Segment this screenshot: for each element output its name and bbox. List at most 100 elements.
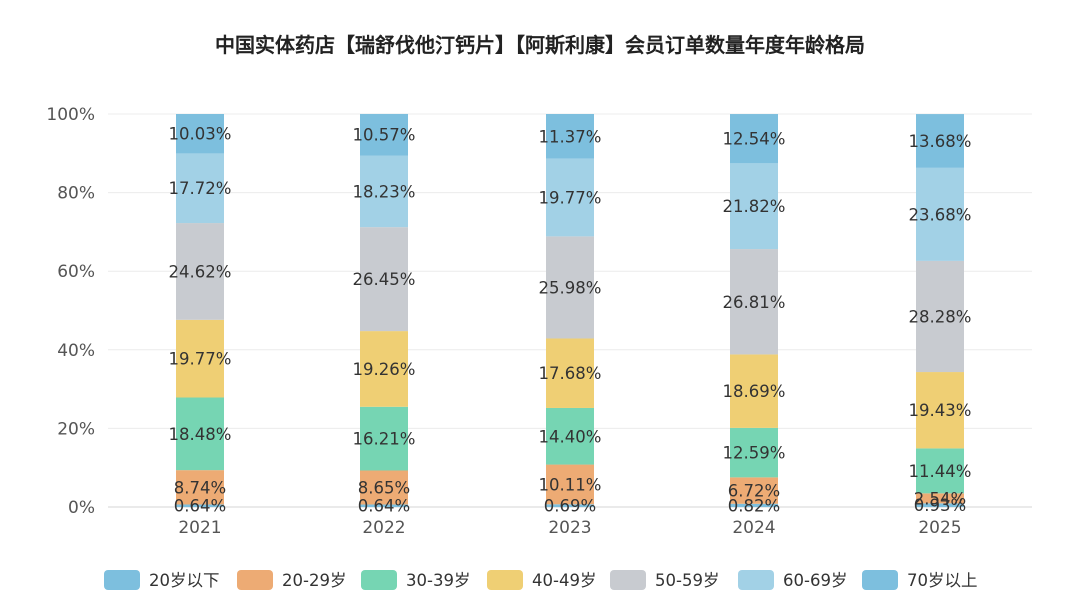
bar-segment — [546, 114, 594, 159]
segment-value-label: 23.68% — [909, 205, 972, 224]
legend-item[interactable]: 40-49岁 — [487, 570, 596, 590]
segment-value-label: 26.81% — [723, 293, 786, 312]
bar-segment — [730, 477, 778, 504]
segment-value-label: 14.40% — [539, 427, 602, 446]
bar-segment — [916, 503, 964, 507]
bar-segment — [546, 236, 594, 339]
x-tick-label: 2024 — [732, 518, 775, 538]
bar-segment — [546, 504, 594, 507]
segment-value-label: 12.59% — [723, 444, 786, 463]
legend-swatch — [738, 570, 774, 590]
segment-value-label: 19.77% — [539, 189, 602, 208]
bar-segment — [546, 338, 594, 408]
segment-value-label: 10.03% — [169, 125, 232, 144]
bar-segment — [916, 448, 964, 494]
legend-item[interactable]: 20岁以下 — [104, 570, 220, 590]
bar-segment — [546, 464, 594, 505]
bar-segment — [176, 504, 224, 507]
segment-value-label: 19.77% — [169, 350, 232, 369]
bar-segment — [916, 260, 964, 373]
legend-swatch — [361, 570, 397, 590]
legend-label: 60-69岁 — [783, 571, 847, 590]
bars — [176, 113, 964, 507]
legend-item[interactable]: 50-59岁 — [610, 570, 719, 590]
bar-segment — [360, 470, 408, 505]
segment-value-label: 16.21% — [353, 430, 416, 449]
bar-segment — [360, 406, 408, 471]
legend-label: 30-39岁 — [406, 571, 470, 590]
bar-segment — [546, 407, 594, 465]
legend-item[interactable]: 20-29岁 — [237, 570, 346, 590]
segment-value-label: 0.82% — [728, 496, 780, 515]
bar-segment — [360, 227, 408, 332]
bar-segment — [360, 113, 408, 156]
bar-segment — [360, 504, 408, 507]
bar-segment — [916, 114, 964, 168]
segment-value-label: 18.48% — [169, 425, 232, 444]
bar-segment — [176, 114, 224, 154]
legend-label: 20岁以下 — [149, 571, 220, 590]
bar-segment — [730, 249, 778, 355]
y-tick-label: 80% — [57, 184, 95, 204]
segment-value-label: 11.37% — [539, 127, 602, 146]
segment-value-label: 17.72% — [169, 179, 232, 198]
legend-label: 20-29岁 — [282, 571, 346, 590]
segment-value-label: 25.98% — [539, 278, 602, 297]
x-axis: 2021 2022 2023 2024 2025 — [178, 518, 961, 538]
y-axis: 0% 20% 40% 60% 80% 100% — [46, 105, 95, 518]
segment-value-label: 6.72% — [728, 482, 780, 501]
segment-value-label: 28.28% — [909, 307, 972, 326]
legend-swatch — [487, 570, 523, 590]
legend-item[interactable]: 60-69岁 — [738, 570, 847, 590]
segment-value-label: 10.57% — [353, 126, 416, 145]
bar-segment — [176, 153, 224, 224]
segment-value-label: 19.26% — [353, 360, 416, 379]
legend[interactable]: 20岁以下 20-29岁 30-39岁 40-49岁 50-59岁 60-69岁 70岁以上 — [104, 570, 978, 590]
segment-value-label: 11.44% — [909, 462, 972, 481]
segment-value-label: 13.68% — [909, 132, 972, 151]
legend-swatch — [610, 570, 646, 590]
segment-labels: 0.64%8.74%18.48%19.77%24.62%17.72%10.03%… — [169, 125, 972, 516]
legend-label: 50-59岁 — [655, 571, 719, 590]
y-tick-label: 40% — [57, 341, 95, 361]
bar-segment — [176, 397, 224, 471]
bar-segment — [360, 155, 408, 228]
y-tick-label: 100% — [46, 105, 95, 125]
legend-swatch — [862, 570, 898, 590]
segment-value-label: 21.82% — [723, 197, 786, 216]
y-tick-label: 60% — [57, 262, 95, 282]
segment-value-label: 18.69% — [723, 382, 786, 401]
segment-value-label: 0.93% — [914, 496, 966, 515]
bar-segment — [360, 331, 408, 407]
bar-segment — [730, 163, 778, 250]
bar-segment — [916, 493, 964, 504]
segment-value-label: 0.64% — [358, 497, 410, 516]
bar-segment — [730, 503, 778, 507]
segment-value-label: 26.45% — [353, 270, 416, 289]
bar-segment — [176, 223, 224, 320]
bar-segment — [176, 470, 224, 505]
bar-segment — [176, 319, 224, 398]
x-tick-label: 2021 — [178, 518, 221, 538]
legend-item[interactable]: 70岁以上 — [862, 570, 978, 590]
segment-value-label: 0.69% — [544, 497, 596, 516]
segment-value-label: 10.11% — [539, 475, 602, 494]
chart-title: 中国实体药店【瑞舒伐他汀钙片】【阿斯利康】会员订单数量年度年龄格局 — [215, 33, 865, 57]
x-tick-label: 2023 — [548, 518, 591, 538]
legend-label: 40-49岁 — [532, 571, 596, 590]
bar-segment — [546, 158, 594, 237]
segment-value-label: 17.68% — [539, 364, 602, 383]
segment-value-label: 8.74% — [174, 478, 226, 497]
bar-segment — [916, 372, 964, 449]
legend-label: 70岁以上 — [907, 571, 978, 590]
y-tick-label: 0% — [68, 498, 95, 518]
bar-segment — [730, 114, 778, 164]
segment-value-label: 19.43% — [909, 401, 972, 420]
bar-segment — [730, 427, 778, 478]
segment-value-label: 0.64% — [174, 497, 226, 516]
segment-value-label: 24.62% — [169, 262, 232, 281]
bar-segment — [916, 167, 964, 261]
segment-value-label: 18.23% — [353, 182, 416, 201]
legend-item[interactable]: 30-39岁 — [361, 570, 470, 590]
